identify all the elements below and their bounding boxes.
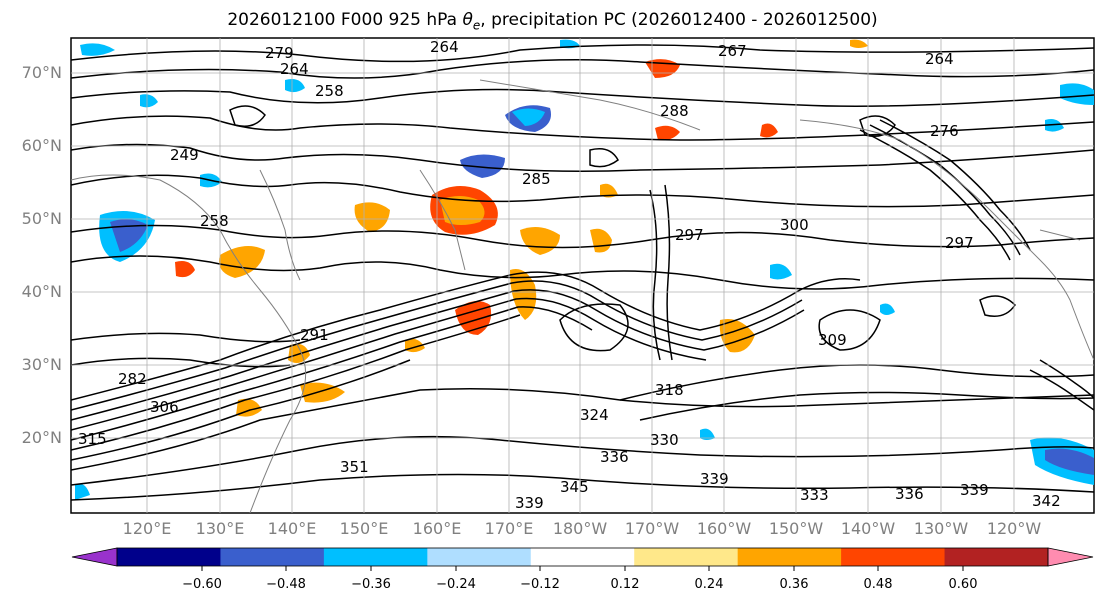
contour-label: 336 (895, 485, 924, 503)
lon-label: 170°E (484, 519, 534, 538)
colorbar-segment (841, 548, 946, 566)
contour-label: 276 (930, 122, 959, 140)
colorbar-extend-right (1047, 547, 1094, 567)
colorbar-segment (323, 548, 428, 566)
colorbar-segment (220, 548, 325, 566)
contour-label: 300 (780, 216, 809, 234)
lon-label: 150°W (768, 519, 824, 538)
contour-label: 339 (515, 494, 544, 512)
contour-labels: 264 279 264 258 267 264 249 258 285 288 … (78, 38, 1061, 512)
coastlines (71, 79, 1094, 513)
contour-label: 264 (430, 38, 459, 56)
colorbar-tick-label: 0.60 (948, 577, 978, 592)
lat-label: 50°N (21, 209, 62, 228)
contour-label: 306 (150, 398, 179, 416)
contour-label: 285 (522, 170, 551, 188)
contour-label: 315 (78, 430, 107, 448)
contour-label: 264 (280, 60, 309, 78)
colorbar-segment (737, 548, 842, 566)
colorbar-ticks (201, 566, 964, 571)
lon-label: 120°W (986, 519, 1042, 538)
contour-label: 267 (718, 42, 747, 60)
contour-label: 291 (300, 326, 329, 344)
contour-label: 351 (340, 458, 369, 476)
contour-label: 342 (1032, 492, 1061, 510)
colorbar-outline (116, 547, 1049, 567)
lat-label: 30°N (21, 355, 62, 374)
contour-label: 309 (818, 331, 847, 349)
contour-label: 324 (580, 406, 609, 424)
contour-label: 288 (660, 102, 689, 120)
contour-label: 297 (945, 234, 974, 252)
colorbar-extend-left (71, 547, 118, 567)
lat-label: 60°N (21, 136, 62, 155)
lon-label: 140°W (840, 519, 896, 538)
lon-label: 130°W (913, 519, 969, 538)
lon-label: 160°E (412, 519, 462, 538)
colorbar-tick-label: 0.12 (610, 577, 640, 592)
colorbar-segment (530, 548, 635, 566)
lon-label: 130°E (195, 519, 245, 538)
lon-label: 180°W (552, 519, 608, 538)
contour-label: 336 (600, 448, 629, 466)
lon-label: 120°E (122, 519, 172, 538)
colorbar-tick-label: −0.12 (520, 577, 560, 592)
contour-label: 258 (200, 212, 229, 230)
contour-label: 339 (700, 470, 729, 488)
colorbar-tick-label: −0.24 (436, 577, 476, 592)
contour-label: 297 (675, 226, 704, 244)
contour-label: 339 (960, 481, 989, 499)
contour-label: 318 (655, 381, 684, 399)
map-title: 2026012100 F000 925 hPa θe, precipitatio… (227, 10, 878, 33)
contour-label: 264 (925, 50, 954, 68)
contour-label: 330 (650, 431, 679, 449)
colorbar-tick-label: 0.36 (779, 577, 809, 592)
colorbar-tick-label: 0.48 (863, 577, 893, 592)
colorbar-segment (117, 548, 221, 566)
colorbar-tick-label: −0.60 (182, 577, 222, 592)
colorbar-tick-label: −0.36 (351, 577, 391, 592)
colorbar-segment (634, 548, 739, 566)
colorbar-segments (71, 547, 1094, 567)
lon-label: 140°E (267, 519, 317, 538)
colorbar-segment (944, 548, 1049, 566)
lon-label: 150°E (339, 519, 389, 538)
contour-label: 345 (560, 478, 589, 496)
colorbar-tick-label: 0.24 (694, 577, 724, 592)
lat-label: 40°N (21, 282, 62, 301)
lon-label: 170°W (624, 519, 680, 538)
lat-label: 20°N (21, 428, 62, 447)
colorbar-segment (427, 548, 532, 566)
contour-label: 258 (315, 82, 344, 100)
contour-label: 249 (170, 146, 199, 164)
contour-label: 279 (265, 44, 294, 62)
contour-label: 282 (118, 370, 147, 388)
graticule (71, 38, 1094, 513)
contour-label: 333 (800, 486, 829, 504)
lon-label: 160°W (696, 519, 752, 538)
colorbar-tick-label: −0.48 (266, 577, 306, 592)
lat-label: 70°N (21, 63, 62, 82)
